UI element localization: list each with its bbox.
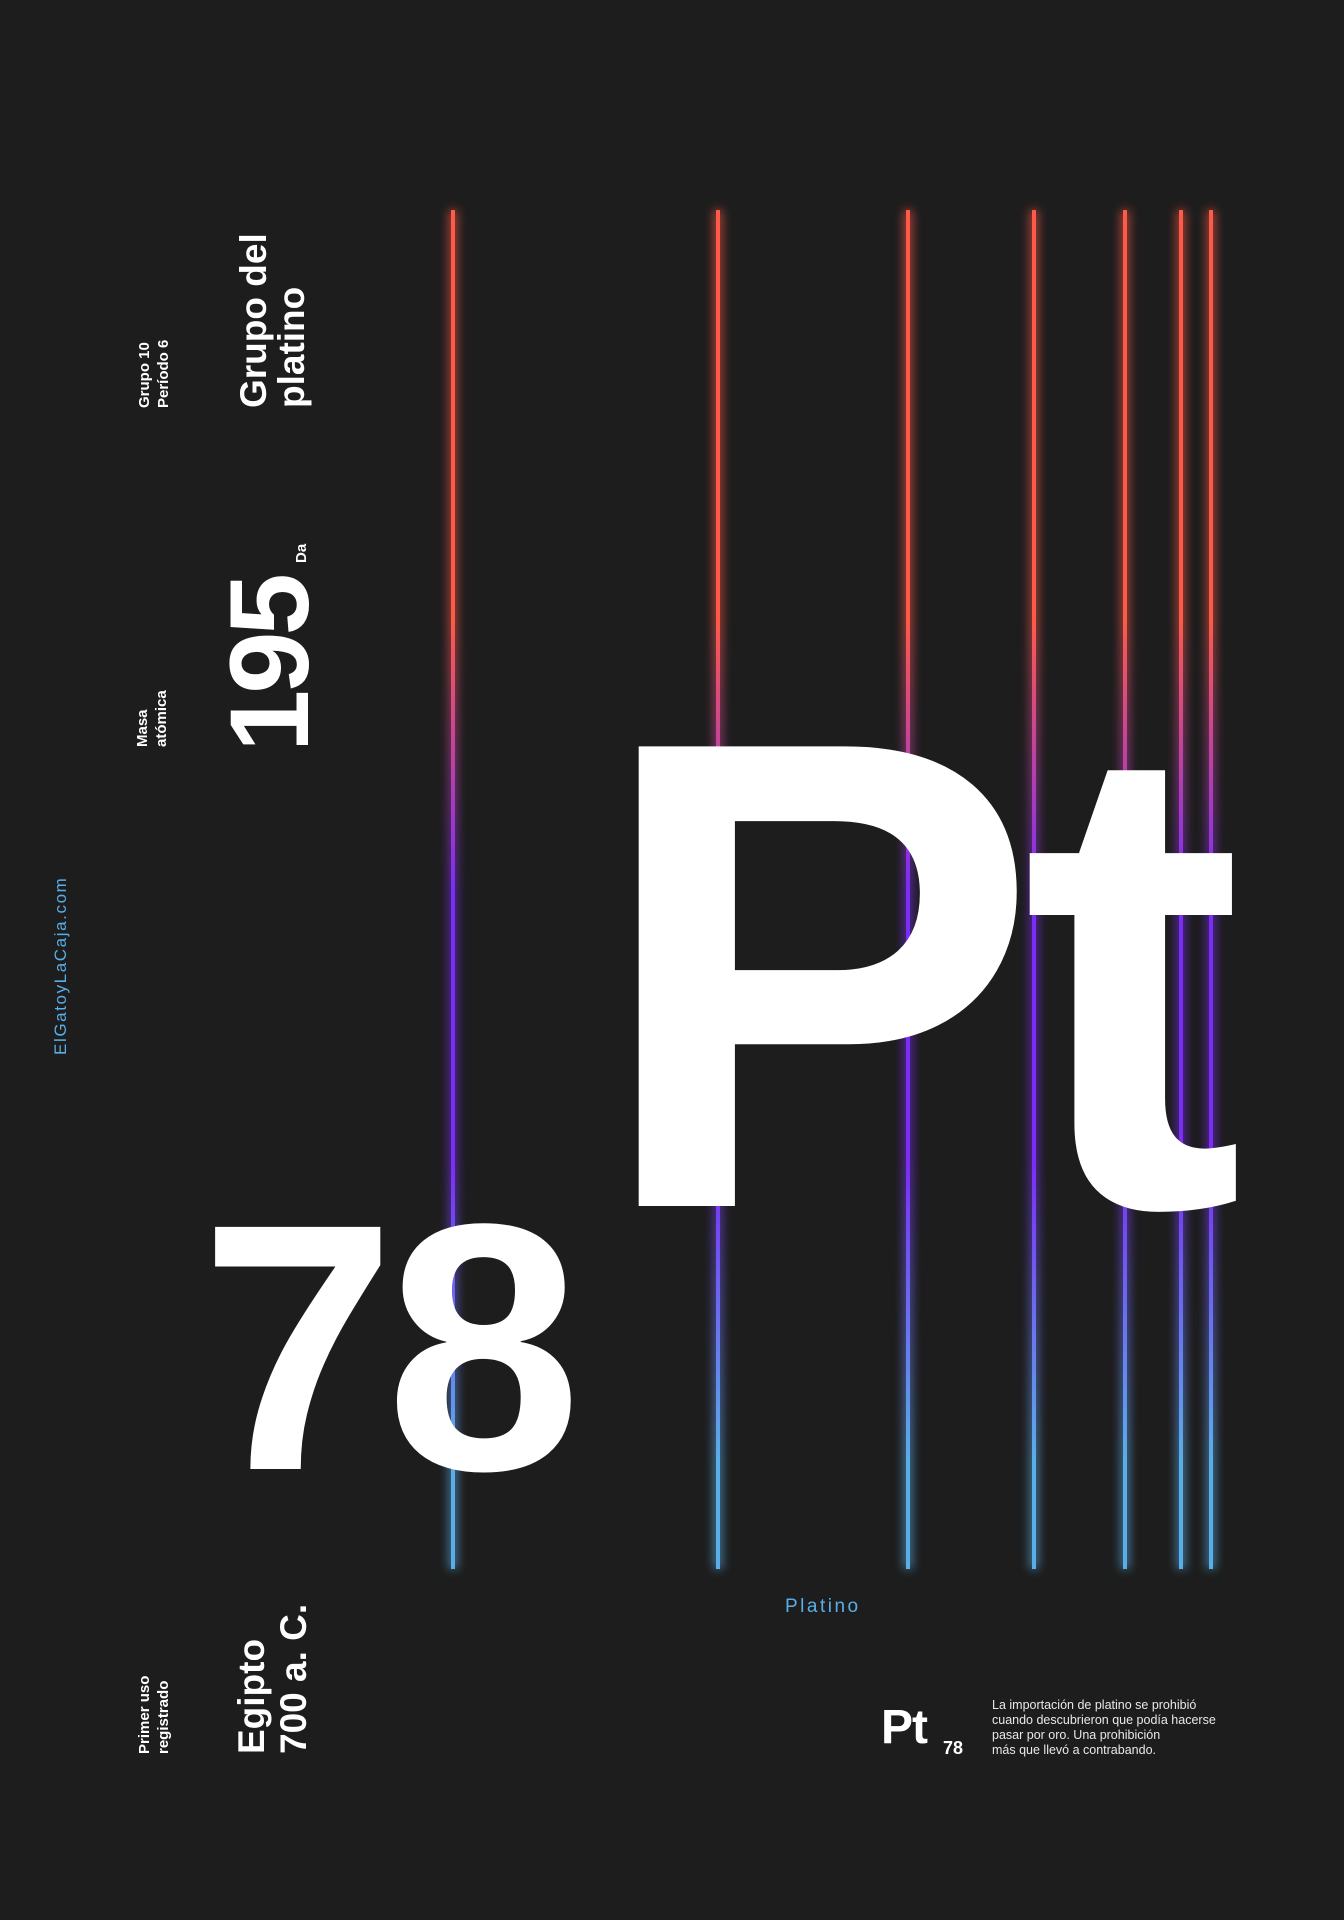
element-symbol: Pt (594, 601, 1241, 1348)
mass-label: Masa (134, 709, 151, 747)
family-line: platino (271, 287, 312, 408)
mass-unit: Da (293, 543, 310, 563)
period-number: Período 6 (155, 340, 172, 408)
neon-lines (449, 210, 1215, 1569)
first-use-label: registrado (155, 1681, 172, 1754)
footer-symbol: Pt (881, 1701, 928, 1754)
footer-text: cuando descubrieron que podía hacerse (992, 1713, 1216, 1727)
element-name: Platino (785, 1596, 861, 1617)
footer-text: pasar por oro. Una prohibición (992, 1728, 1160, 1742)
mass-value: 195 (207, 575, 332, 752)
footer-text: más que llevó a contrabando. (992, 1743, 1156, 1757)
mass-label: atómica (153, 690, 170, 747)
family-line: Grupo del (233, 233, 274, 408)
footer-text: La importación de platino se prohibió (992, 1698, 1196, 1712)
first-use-date: 700 a. C. (273, 1604, 314, 1754)
first-use-label: Primer uso (136, 1676, 153, 1754)
site-url: ElGatoyLaCaja.com (51, 877, 70, 1055)
footer-number: 78 (943, 1738, 963, 1758)
atomic-number: 78 (200, 1150, 573, 1544)
line-core (451, 210, 1213, 1569)
group-number: Grupo 10 (136, 342, 153, 408)
first-use-place: Egipto (231, 1639, 272, 1754)
